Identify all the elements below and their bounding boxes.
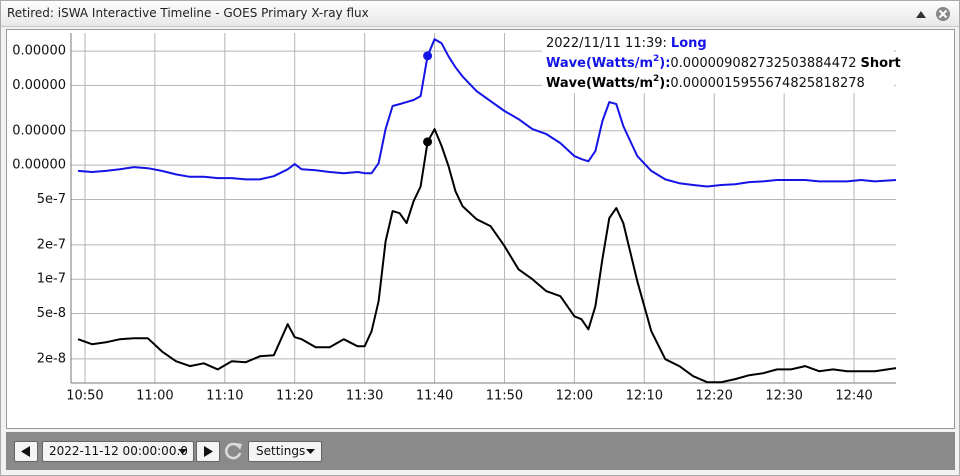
x-tick-label: 12:20 [695, 389, 732, 404]
dropdown-arrow [306, 449, 315, 454]
settings-select[interactable]: Settings [248, 441, 322, 462]
y-tick-label: 0.00000 [12, 123, 66, 138]
collapse-button[interactable] [916, 11, 926, 18]
chart-panel [6, 29, 955, 429]
x-tick-label: 11:20 [276, 389, 313, 404]
x-tick-label: 12:30 [765, 389, 802, 404]
toolbar: 2022-11-12 00:00:00.0 Settings [6, 432, 955, 470]
date-select-text: 2022-11-12 00:00:00.0 [49, 444, 188, 458]
readout-background [542, 33, 894, 93]
y-tick-label: 0.00000 [12, 78, 66, 93]
x-tick-label: 11:00 [136, 389, 173, 404]
next-button[interactable] [196, 441, 220, 462]
y-tick-label: 2e-7 [37, 237, 66, 252]
close-button[interactable] [936, 7, 950, 21]
window-title: Retired: iSWA Interactive Timeline - GOE… [7, 6, 369, 20]
readout-line: Wave(Watts/m2):0.000009082732503884472 Sh… [546, 54, 901, 71]
readout-value: 0.000009082732503884472 [670, 56, 856, 71]
readout-unit: Wave(Watts/m [546, 76, 653, 91]
x-tick-label: 11:30 [346, 389, 383, 404]
x-tick-label: 10:50 [66, 389, 103, 404]
readout-unit: ): [659, 56, 670, 71]
readout-value: 0.0000015955674825818278 [670, 76, 864, 91]
settings-text: Settings [256, 444, 306, 458]
title-bar: Retired: iSWA Interactive Timeline - GOE… [1, 1, 959, 27]
readout-series-name: Short [861, 56, 901, 71]
y-tick-label: 0.00000 [12, 44, 66, 59]
y-tick-label: 5e-7 [37, 192, 66, 207]
chart: 0.00000 0.00000 0.00000 0.00000 5e-7 2e-7 1e-7… [12, 33, 901, 404]
x-tick-label: 12:40 [835, 389, 872, 404]
series-line [77, 128, 897, 384]
next-icon [204, 446, 213, 457]
readout-time: 2022/11/11 11:39: [546, 36, 667, 51]
x-tick-label: 12:10 [626, 389, 663, 404]
x-tick-label: 11:50 [486, 389, 523, 404]
x-tick-label: 12:00 [556, 389, 593, 404]
series-line [77, 38, 897, 188]
y-tick-label: 0.00000 [12, 158, 66, 173]
readout-unit: ): [659, 76, 670, 91]
readout-series-name: Long [671, 36, 707, 51]
readout-line: 2022/11/11 11:39: Long [546, 36, 707, 51]
y-tick-label: 5e-8 [37, 306, 66, 321]
window-controls [916, 7, 950, 21]
hover-marker [423, 137, 433, 147]
readout-unit: Wave(Watts/m [546, 56, 653, 71]
x-tick-label: 11:10 [206, 389, 243, 404]
refresh-button[interactable] [224, 441, 244, 461]
readout-line: Wave(Watts/m2):0.0000015955674825818278 [546, 74, 865, 91]
readout-unit-sup: 2 [653, 74, 659, 84]
hover-marker [423, 51, 433, 61]
y-tick-label: 1e-7 [37, 272, 66, 287]
y-tick-label: 2e-8 [37, 351, 66, 366]
readout-unit-sup: 2 [653, 54, 659, 64]
date-select[interactable]: 2022-11-12 00:00:00.0 [42, 441, 194, 462]
prev-icon [21, 446, 30, 457]
dropdown-arrow [178, 449, 187, 454]
x-tick-label: 11:40 [416, 389, 453, 404]
prev-button[interactable] [14, 441, 38, 462]
